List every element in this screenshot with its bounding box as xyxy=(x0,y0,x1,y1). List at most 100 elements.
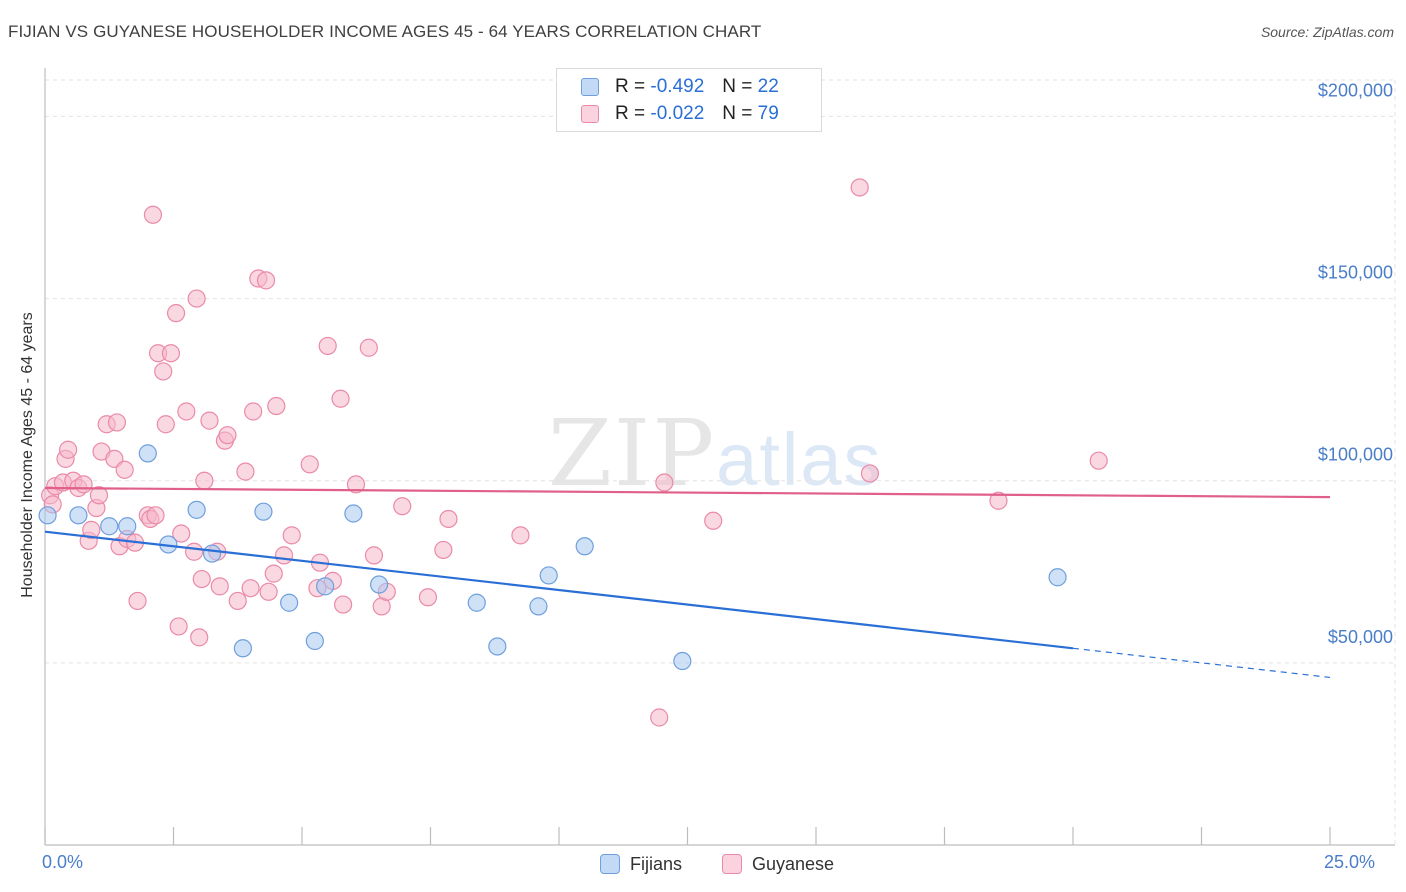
data-point-fijians xyxy=(539,566,558,585)
data-point-guyanese xyxy=(195,471,214,490)
data-point-guyanese xyxy=(256,271,276,290)
y-tick-label: $100,000 xyxy=(1318,445,1393,465)
legend-r-value: -0.492 xyxy=(650,76,705,97)
data-point-guyanese xyxy=(143,205,163,224)
data-point-fijians xyxy=(118,517,137,536)
legend-swatch-guyanese xyxy=(581,105,599,123)
correlation-legend: R = -0.492 N = 22 R = -0.022 N = 79 xyxy=(556,68,822,132)
data-point-fijians xyxy=(529,597,548,616)
data-point-guyanese xyxy=(318,336,337,356)
data-point-guyanese xyxy=(190,628,209,647)
data-point-guyanese xyxy=(434,540,453,560)
data-point-fijians xyxy=(370,575,389,594)
data-point-guyanese xyxy=(241,579,260,598)
y-axis-label: Householder Income Ages 45 - 64 years xyxy=(19,312,36,598)
legend-label-fijians: Fijians xyxy=(630,853,683,874)
data-point-guyanese xyxy=(282,526,301,545)
data-point-guyanese xyxy=(860,464,880,483)
legend-item-fijians: Fijians xyxy=(600,852,682,876)
watermark: ZIPatlas xyxy=(548,400,882,507)
data-point-guyanese xyxy=(107,413,127,432)
data-point-guyanese xyxy=(704,511,723,530)
data-point-guyanese xyxy=(655,473,674,492)
data-point-fijians xyxy=(254,502,273,521)
data-point-fijians xyxy=(38,506,57,525)
source-label: Source: ZipAtlas.com xyxy=(1260,24,1394,40)
data-point-guyanese xyxy=(192,569,211,589)
data-point-fijians xyxy=(575,537,594,556)
gridlines xyxy=(45,79,1396,845)
watermark-zip: ZIP xyxy=(548,400,717,507)
legend-r-label: R = xyxy=(615,76,646,97)
data-point-fijians xyxy=(233,639,252,658)
legend-row-fijians: R = -0.492 N = 22 xyxy=(581,74,779,100)
y-tick-label: $150,000 xyxy=(1318,263,1393,283)
data-point-fijians xyxy=(202,544,222,563)
legend-r-label: R = xyxy=(615,103,646,124)
data-point-fijians xyxy=(316,577,335,596)
legend-r-value: -0.022 xyxy=(650,103,705,124)
watermark-atlas: atlas xyxy=(716,418,883,501)
x-tick-min: 0.0% xyxy=(42,852,84,872)
data-point-guyanese xyxy=(146,506,165,525)
data-point-guyanese xyxy=(166,304,186,323)
data-point-guyanese xyxy=(89,486,109,505)
trend-line-fijians xyxy=(44,530,1074,650)
legend-n-label: N = xyxy=(722,76,753,97)
data-point-guyanese xyxy=(393,497,412,516)
axes xyxy=(44,68,1395,846)
data-point-guyanese xyxy=(418,588,438,607)
data-point-guyanese xyxy=(200,411,219,430)
data-point-fijians xyxy=(280,593,299,612)
data-point-guyanese xyxy=(184,542,204,561)
data-point-guyanese xyxy=(364,546,384,565)
legend-n-value: 22 xyxy=(757,76,779,97)
data-point-guyanese xyxy=(989,491,1008,510)
data-point-fijians xyxy=(1048,568,1067,587)
legend-n-value: 79 xyxy=(757,103,779,124)
data-point-guyanese xyxy=(156,415,175,434)
data-point-guyanese xyxy=(650,708,669,727)
legend-row-guyanese: R = -0.022 N = 79 xyxy=(581,101,779,127)
data-point-guyanese xyxy=(228,591,247,611)
data-point-guyanese xyxy=(346,475,366,494)
data-point-guyanese xyxy=(439,509,458,529)
legend-label-guyanese: Guyanese xyxy=(752,853,835,874)
trend-line-guyanese xyxy=(44,486,1331,499)
data-point-fijians xyxy=(305,631,324,651)
data-point-guyanese xyxy=(177,402,196,421)
data-point-fijians xyxy=(69,506,88,525)
data-point-guyanese xyxy=(511,526,530,545)
data-point-guyanese xyxy=(172,524,191,543)
data-point-fijians xyxy=(344,504,363,523)
data-point-guyanese xyxy=(115,460,134,479)
legend-item-guyanese: Guyanese xyxy=(722,852,834,876)
data-point-guyanese xyxy=(244,402,263,421)
legend-swatch-guyanese xyxy=(722,854,742,874)
data-point-guyanese xyxy=(259,582,278,601)
data-point-guyanese xyxy=(236,462,255,481)
data-point-guyanese xyxy=(154,362,173,381)
series-guyanese xyxy=(41,178,1108,727)
data-point-guyanese xyxy=(218,426,237,445)
data-point-guyanese xyxy=(331,389,350,408)
legend-n-label: N = xyxy=(722,103,753,124)
data-point-guyanese xyxy=(1089,451,1108,470)
series-fijians xyxy=(38,444,1067,671)
data-point-fijians xyxy=(100,517,119,536)
data-point-guyanese xyxy=(264,564,283,583)
data-point-fijians xyxy=(138,444,157,463)
data-point-guyanese xyxy=(161,344,181,363)
data-point-fijians xyxy=(187,500,206,519)
data-point-guyanese xyxy=(359,338,378,357)
data-point-guyanese xyxy=(210,577,229,596)
data-point-guyanese xyxy=(128,591,147,611)
data-point-guyanese xyxy=(74,475,93,494)
data-point-fijians xyxy=(673,651,692,671)
legend-swatch-fijians xyxy=(581,78,599,96)
data-point-guyanese xyxy=(187,289,206,308)
y-tick-label: $50,000 xyxy=(1328,627,1393,647)
chart-title: FIJIAN VS GUYANESE HOUSEHOLDER INCOME AG… xyxy=(8,22,762,41)
data-point-guyanese xyxy=(169,617,188,636)
x-tick-max: 25.0% xyxy=(1324,852,1376,872)
